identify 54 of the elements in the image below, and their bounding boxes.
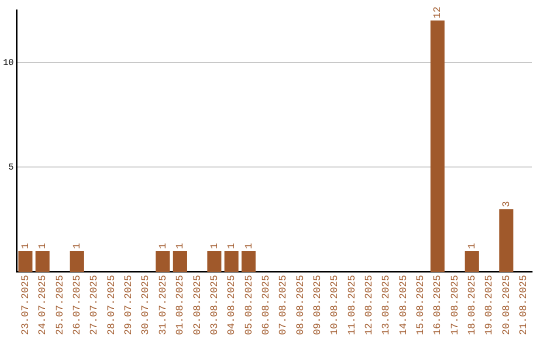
x-tick-label: 06.08.2025: [261, 274, 272, 336]
x-tick-label: 08.08.2025: [296, 274, 307, 336]
x-tick-label: 24.07.2025: [38, 274, 50, 336]
x-tick-label: 18.08.2025: [468, 274, 479, 336]
x-tick-label: 23.07.2025: [21, 274, 32, 336]
x-tick-label: 21.08.2025: [519, 274, 530, 336]
x-tick-label: 15.08.2025: [416, 274, 428, 336]
bar: [224, 251, 239, 272]
bar: [207, 251, 222, 272]
data-label: 3: [502, 201, 513, 208]
x-tick-label: 16.08.2025: [433, 274, 444, 336]
x-tick-label: 05.08.2025: [244, 274, 256, 336]
x-tick-label: 25.07.2025: [55, 274, 66, 336]
data-label: 1: [21, 243, 32, 250]
bar: [464, 251, 479, 272]
data-label: 1: [158, 243, 170, 250]
x-tick-label: 02.08.2025: [192, 274, 204, 336]
data-label: 12: [433, 6, 444, 18]
bar: [242, 251, 256, 272]
x-tick-label: 31.07.2025: [158, 274, 170, 336]
bar: [172, 251, 187, 272]
data-label: 1: [72, 243, 84, 250]
bar: [18, 251, 32, 272]
data-label: 1: [227, 243, 238, 250]
bar: [499, 209, 514, 272]
x-tick-label: 11.08.2025: [347, 274, 358, 336]
bar: [36, 251, 50, 272]
x-tick-label: 03.08.2025: [210, 274, 221, 336]
x-tick-label: 27.07.2025: [90, 274, 101, 336]
x-tick-label: 20.08.2025: [502, 274, 513, 336]
y-tick-label: 5: [8, 162, 14, 173]
x-tick-label: 13.08.2025: [382, 274, 393, 336]
x-tick-label: 17.08.2025: [450, 274, 462, 336]
bar: [430, 20, 445, 272]
data-label: 1: [210, 243, 221, 250]
x-tick-label: 10.08.2025: [330, 274, 342, 336]
x-tick-label: 01.08.2025: [176, 274, 187, 336]
data-label: 1: [38, 243, 50, 250]
data-label: 1: [468, 243, 479, 250]
x-tick-label: 09.08.2025: [312, 274, 324, 336]
x-tick-label: 04.08.2025: [227, 274, 238, 336]
x-tick-label: 19.08.2025: [484, 274, 496, 336]
bar: [156, 251, 170, 272]
data-label: 1: [176, 243, 187, 250]
x-tick-label: 26.07.2025: [72, 274, 84, 336]
x-tick-label: 14.08.2025: [398, 274, 410, 336]
data-label: 1: [244, 243, 256, 250]
x-tick-label: 07.08.2025: [278, 274, 290, 336]
bar: [70, 251, 84, 272]
y-tick-label: 10: [2, 58, 14, 68]
x-tick-label: 30.07.2025: [141, 274, 152, 336]
x-tick-label: 12.08.2025: [364, 274, 376, 336]
x-tick-label: 29.07.2025: [124, 274, 136, 336]
x-tick-label: 28.07.2025: [106, 274, 118, 336]
